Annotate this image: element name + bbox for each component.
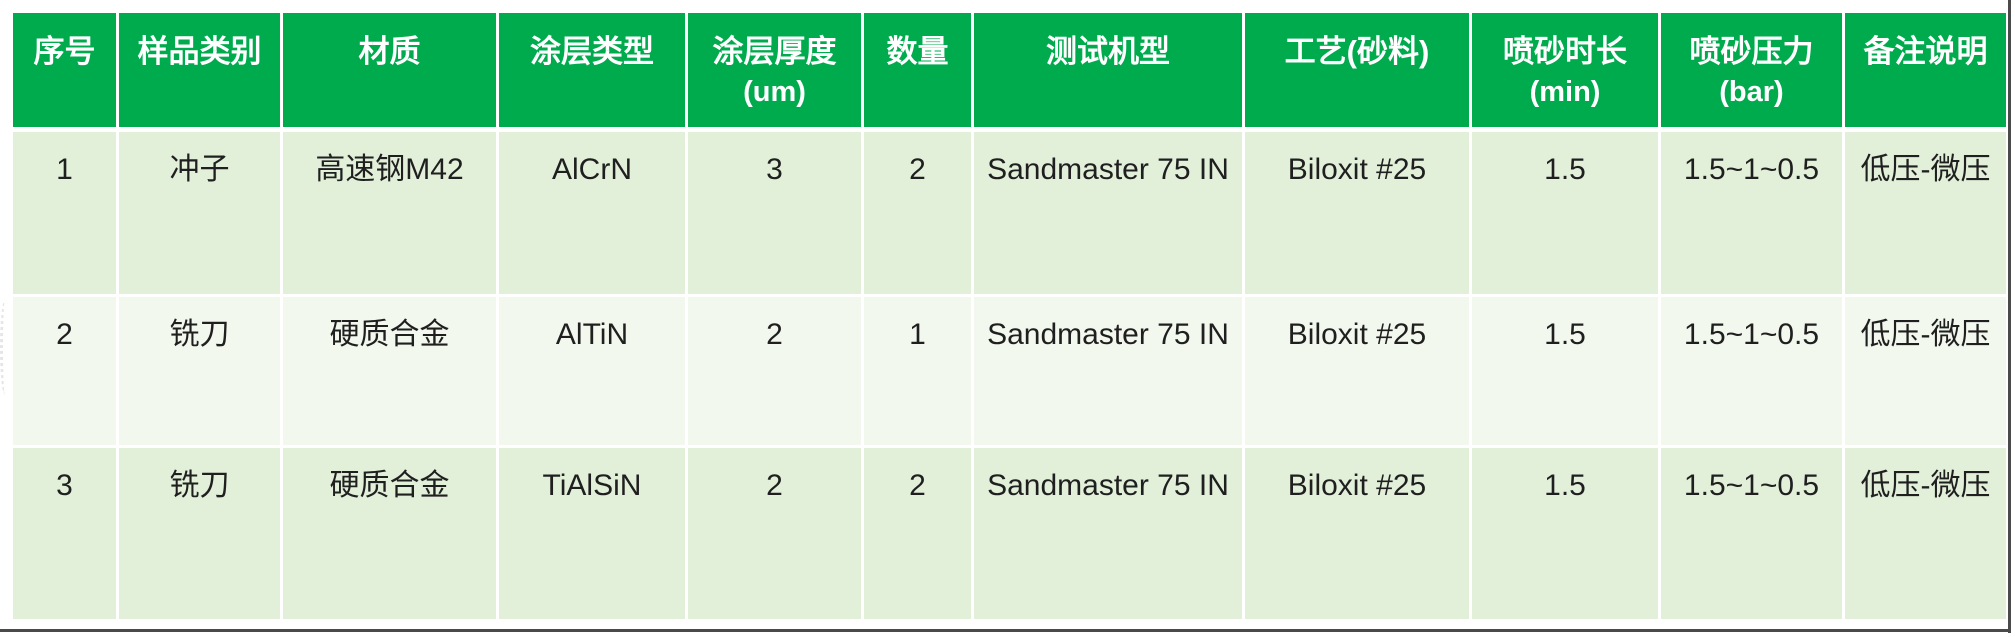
- header-cell-sample-category: 样品类别: [116, 10, 283, 132]
- header-unit: (min): [1529, 75, 1601, 108]
- cell-material: 硬质合金: [280, 445, 499, 622]
- cell-coating-type: TiAlSiN: [496, 445, 688, 622]
- header-label: 序号: [33, 34, 96, 69]
- header-cell-process-abrasive: 工艺(砂料): [1242, 10, 1472, 132]
- header-label: 样品类别: [137, 34, 262, 69]
- header-cell-coating-type: 涂层类型: [496, 10, 688, 132]
- header-label: 涂层厚度: [712, 34, 837, 69]
- cell-test-machine: Sandmaster 75 IN: [971, 445, 1245, 622]
- cell-blast-pressure: 1.5~1~0.5: [1658, 445, 1845, 622]
- cell-quantity: 2: [861, 445, 974, 622]
- cell-remarks: 低压-微压: [1842, 445, 2009, 622]
- cell-blast-pressure: 1.5~1~0.5: [1658, 128, 1845, 297]
- header-label: 工艺(砂料): [1284, 34, 1430, 69]
- header-cell-remarks: 备注说明: [1842, 10, 2009, 132]
- cell-sample-category: 铣刀: [116, 445, 283, 622]
- header-label: 喷砂时长: [1503, 34, 1627, 69]
- cell-index: 2: [10, 294, 119, 448]
- header-unit: (um): [743, 75, 806, 108]
- cell-coating-thickness: 2: [685, 294, 864, 448]
- header-cell-blast-duration: 喷砂时长 (min): [1469, 10, 1661, 132]
- cell-quantity: 2: [861, 128, 974, 297]
- cell-sample-category: 冲子: [116, 128, 283, 297]
- table-row: 2 铣刀 硬质合金 AlTiN 2 1 Sandmaster 75 IN Bil…: [10, 294, 2009, 448]
- page-right-edge: [2008, 0, 2011, 633]
- header-label: 数量: [886, 34, 949, 69]
- cell-coating-type: AlTiN: [496, 294, 688, 448]
- table-row: 3 铣刀 硬质合金 TiAlSiN 2 2 Sandmaster 75 IN B…: [10, 445, 2009, 622]
- header-cell-coating-thickness: 涂层厚度 (um): [685, 10, 864, 132]
- cell-coating-type: AlCrN: [496, 128, 688, 297]
- header-label: 喷砂压力: [1689, 34, 1814, 69]
- cell-index: 1: [10, 128, 119, 297]
- cell-material: 高速钢M42: [280, 128, 499, 297]
- table-header-row: 序号 样品类别 材质 涂层类型 涂层厚度 (um) 数量: [10, 10, 2009, 132]
- header-label: 材质: [358, 34, 421, 69]
- table-row: 1 冲子 高速钢M42 AlCrN 3 2 Sandmaster 75 IN B…: [10, 128, 2009, 297]
- cell-remarks: 低压-微压: [1842, 128, 2009, 297]
- cell-process-abrasive: Biloxit #25: [1242, 294, 1472, 448]
- header-unit: (bar): [1719, 75, 1784, 108]
- header-cell-test-machine: 测试机型: [971, 10, 1245, 132]
- header-cell-index: 序号: [10, 10, 119, 132]
- header-cell-blast-pressure: 喷砂压力 (bar): [1658, 10, 1845, 132]
- left-margin-artifact: [0, 300, 10, 395]
- cell-process-abrasive: Biloxit #25: [1242, 445, 1472, 622]
- cell-coating-thickness: 2: [685, 445, 864, 622]
- header-cell-material: 材质: [280, 10, 499, 132]
- header-label: 测试机型: [1046, 34, 1170, 69]
- cell-coating-thickness: 3: [685, 128, 864, 297]
- cell-index: 3: [10, 445, 119, 622]
- cell-blast-duration: 1.5: [1469, 445, 1661, 622]
- cell-process-abrasive: Biloxit #25: [1242, 128, 1472, 297]
- cell-blast-duration: 1.5: [1469, 294, 1661, 448]
- cell-blast-duration: 1.5: [1469, 128, 1661, 297]
- cell-test-machine: Sandmaster 75 IN: [971, 294, 1245, 448]
- cell-sample-category: 铣刀: [116, 294, 283, 448]
- cell-test-machine: Sandmaster 75 IN: [971, 128, 1245, 297]
- cell-quantity: 1: [861, 294, 974, 448]
- cell-material: 硬质合金: [280, 294, 499, 448]
- cell-blast-pressure: 1.5~1~0.5: [1658, 294, 1845, 448]
- coating-sandblast-test-table: 序号 样品类别 材质 涂层类型 涂层厚度 (um) 数量: [10, 10, 2009, 622]
- header-label: 备注说明: [1863, 34, 1988, 69]
- cell-remarks: 低压-微压: [1842, 294, 2009, 448]
- header-label: 涂层类型: [530, 34, 654, 69]
- page-bottom-edge: [0, 629, 2011, 632]
- header-cell-quantity: 数量: [861, 10, 974, 132]
